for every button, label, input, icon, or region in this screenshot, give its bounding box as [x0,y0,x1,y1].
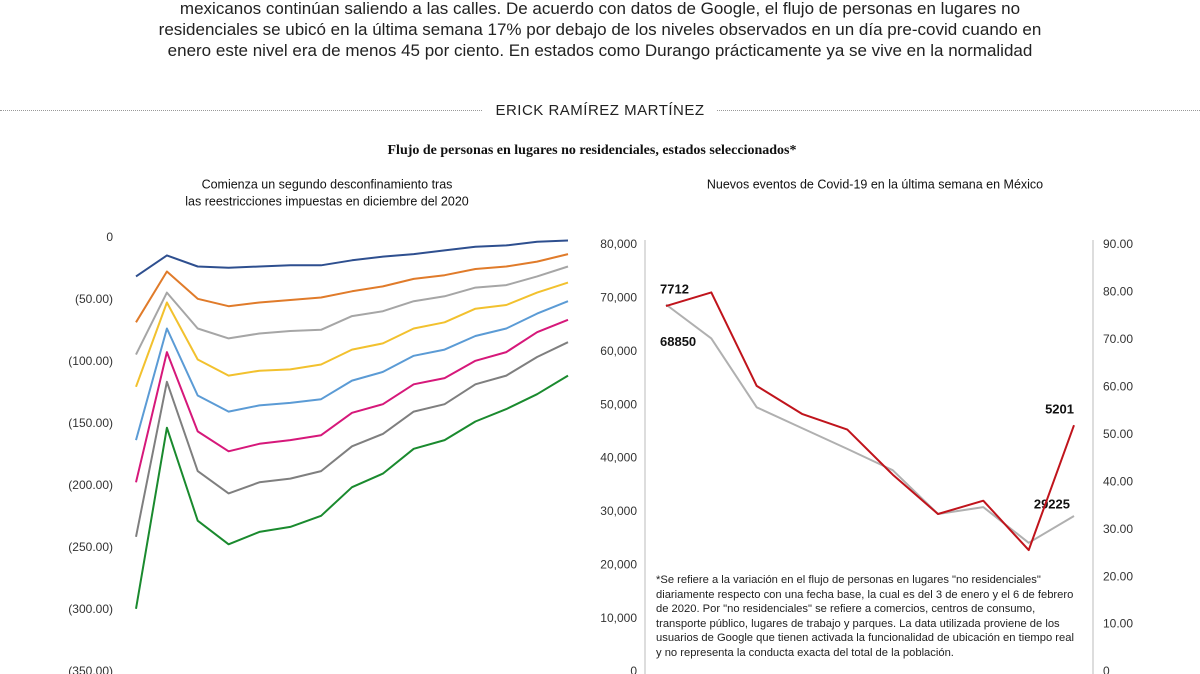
data-label: 7712 [660,282,689,297]
series-line [135,239,569,278]
y-tick-label: 60.00 [1103,380,1133,394]
intro-line: enero este nivel era de menos 45 por cie… [167,41,1033,60]
series-line [135,265,569,356]
y-tick-label: (150.00) [68,416,113,430]
data-label: 68850 [660,334,696,349]
footnote: *Se refiere a la variación en el flujo d… [656,573,1076,661]
y-tick-label: 50,000 [600,397,637,411]
author-name: ERICK RAMÍREZ MARTÍNEZ [483,102,717,119]
author: ERICK RAMÍREZ MARTÍNEZ [0,102,1200,119]
y-tick-label: (250.00) [68,540,113,554]
y-tick-label: 50.00 [1103,427,1133,441]
series-line [665,291,1075,552]
y-tick-label: 60,000 [600,344,637,358]
series-line [135,253,569,323]
y-tick-label: 40.00 [1103,474,1133,488]
y-tick-label: 30.00 [1103,522,1133,536]
y-tick-label: (50.00) [75,292,113,306]
main-title: Flujo de personas en lugares no residenc… [388,143,797,158]
y-tick-label: 0 [1103,664,1110,674]
intro-line: mexicanos continúan saliendo a las calle… [179,0,1021,18]
chart-title: Comienza un segundo desconfinamiento tra… [202,177,453,191]
series-line [665,303,1075,544]
y-tick-label: (300.00) [68,602,113,616]
chart-title: las reestricciones impuestas en diciembr… [185,194,469,208]
series-line [135,318,569,483]
y-tick-label: 20,000 [600,557,637,571]
data-label: 29225 [1034,496,1070,511]
y-tick-label: 30,000 [600,504,637,518]
y-tick-label: 40,000 [600,451,637,465]
y-tick-label: 10,000 [600,611,637,625]
series-line [135,341,569,537]
data-label: 5201 [1045,402,1074,417]
y-tick-label: (350.00) [68,664,113,674]
y-tick-label: 0 [106,230,113,244]
y-tick-label: 70.00 [1103,332,1133,346]
y-tick-label: 80,000 [600,237,637,251]
y-tick-label: 70,000 [600,291,637,305]
intro: mexicanos continúan saliendo a las calle… [0,0,1200,61]
y-tick-label: 10.00 [1103,617,1133,631]
intro-line: residenciales se ubicó en la última sema… [158,20,1042,39]
y-tick-label: 90.00 [1103,237,1133,251]
series-line [135,281,569,388]
chart-title: Nuevos eventos de Covid-19 en la última … [707,177,1043,191]
y-tick-label: 80.00 [1103,285,1133,299]
y-tick-label: (100.00) [68,354,113,368]
y-tick-label: (200.00) [68,478,113,492]
y-tick-label: 0 [630,664,637,674]
series-line [135,374,569,609]
y-tick-label: 20.00 [1103,569,1133,583]
series-line [135,300,569,441]
